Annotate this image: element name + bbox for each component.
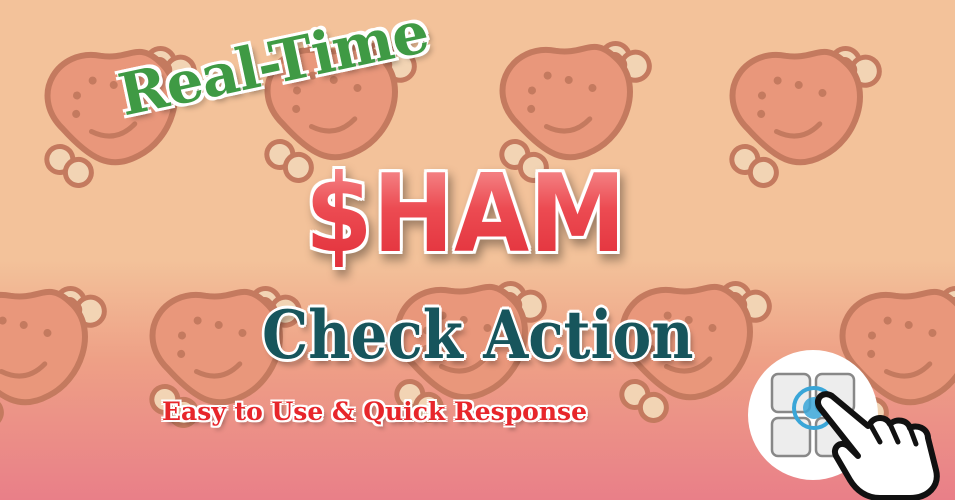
ham-drumstick-icon	[715, 37, 896, 190]
title-sham: $HAM	[305, 150, 626, 280]
pointing-hand-icon	[814, 391, 940, 500]
tagline: Easy to Use & Quick Response	[162, 397, 588, 426]
title-check-action: Check Action	[262, 296, 694, 374]
ham-drumstick-icon	[0, 277, 121, 430]
